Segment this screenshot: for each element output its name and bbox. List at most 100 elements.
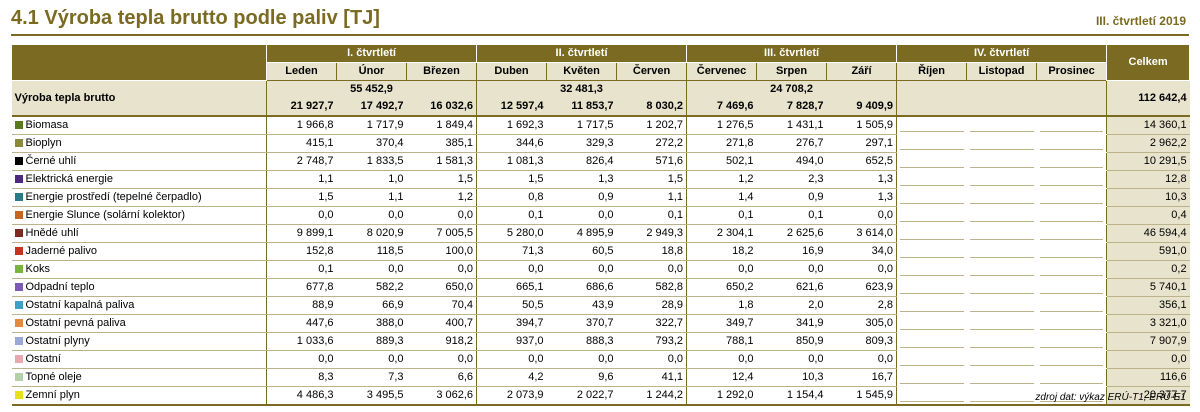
value-cell: 2,0 <box>756 296 827 315</box>
value-cell: 623,9 <box>826 278 898 297</box>
empty-q4-cell <box>896 350 967 369</box>
value-cell: 0,8 <box>476 188 547 207</box>
empty-cell-line <box>1039 401 1104 402</box>
quarter-total: 24 708,2 <box>686 80 898 98</box>
value-cell: 0,0 <box>476 350 547 369</box>
fuel-label-cell: Ostatní <box>11 350 267 369</box>
value-cell: 8,3 <box>266 368 337 387</box>
empty-q4-cell <box>966 170 1037 189</box>
value-cell: 1 966,8 <box>266 116 337 135</box>
month-header: Červen <box>616 62 688 81</box>
fuel-color-swatch <box>14 139 23 147</box>
empty-q4-cell <box>966 188 1037 207</box>
value-cell: 6,6 <box>406 368 478 387</box>
celkem-cell: 7 907,9 <box>1106 332 1190 351</box>
value-cell: 621,6 <box>756 278 827 297</box>
value-cell: 9 899,1 <box>266 224 337 243</box>
month-total: 21 927,7 <box>266 98 337 117</box>
empty-q4-cell <box>1036 152 1108 171</box>
value-cell: 70,4 <box>406 296 478 315</box>
value-cell: 2 304,1 <box>686 224 757 243</box>
table-row: Černé uhlí 2 748,7 1 833,5 1 581,3 1 081,3 82… <box>11 152 1190 171</box>
value-cell: 2,3 <box>756 170 827 189</box>
celkem-cell: 5 740,1 <box>1106 278 1190 297</box>
quarter-header-row: I. čtvrtletí II. čtvrtletí III. čtvrtlet… <box>11 44 1191 81</box>
month-header: Září <box>826 62 898 81</box>
value-cell: 0,0 <box>266 206 337 225</box>
value-cell: 118,5 <box>336 242 407 261</box>
quarter-total: 32 481,3 <box>476 80 688 98</box>
month-header: Únor <box>336 62 407 81</box>
value-cell: 0,0 <box>756 350 827 369</box>
table-row: Koks 0,1 0,0 0,0 0,0 0,0 0,0 0,0 0,0 0,0 0,2 <box>11 260 1190 279</box>
value-cell: 349,7 <box>686 314 757 333</box>
value-cell: 0,1 <box>266 260 337 279</box>
header-corner <box>11 44 267 81</box>
fuel-color-swatch <box>14 247 23 255</box>
fuel-color-swatch <box>14 319 23 327</box>
value-cell: 8 020,9 <box>336 224 407 243</box>
empty-q4-cell <box>966 260 1037 279</box>
total-quarter-row: Výroba tepla brutto 55 452,9 32 481,3 24… <box>11 80 1190 117</box>
value-cell: 322,7 <box>616 314 688 333</box>
empty-q4-cell <box>896 206 967 225</box>
empty-cell-line <box>900 203 964 204</box>
value-cell: 4 486,3 <box>266 386 337 406</box>
table-row: Elektrická energie 1,1 1,0 1,5 1,5 1,3 1,5 1,2 2… <box>11 170 1190 189</box>
value-cell: 1 154,4 <box>756 386 827 406</box>
celkem-cell: 0,4 <box>1106 206 1190 225</box>
celkem-cell: 20 377,7 <box>1106 386 1190 406</box>
empty-q4-cell <box>1036 206 1108 225</box>
total-row-label: Výroba tepla brutto <box>11 80 267 117</box>
value-cell: 1,1 <box>616 188 688 207</box>
empty-q4-cell <box>1036 116 1108 135</box>
table-row: Ostatní pevná paliva 447,6 388,0 400,7 394,7… <box>11 314 1190 333</box>
month-total: 11 853,7 <box>546 98 617 117</box>
value-cell: 272,2 <box>616 134 688 153</box>
value-cell: 0,0 <box>266 350 337 369</box>
empty-q4-cell <box>1036 224 1108 243</box>
month-total: 16 032,6 <box>406 98 478 117</box>
month-total: 9 409,9 <box>826 98 898 117</box>
fuel-label: Biomasa <box>25 119 69 131</box>
month-header: Duben <box>476 62 548 81</box>
value-cell: 34,0 <box>826 242 898 261</box>
fuel-label-cell: Hnědé uhlí <box>11 224 267 243</box>
value-cell: 1,5 <box>266 188 337 207</box>
empty-cell-line <box>969 131 1034 132</box>
fuel-color-swatch <box>14 229 23 237</box>
celkem-header: Celkem <box>1106 44 1191 81</box>
fuel-label: Koks <box>25 263 50 275</box>
celkem-cell: 2 962,2 <box>1106 134 1190 153</box>
celkem-cell: 10,3 <box>1106 188 1190 207</box>
page-title: 4.1 Výroba tepla brutto podle paliv [TJ] <box>11 7 380 29</box>
empty-cell-line <box>900 185 964 186</box>
value-cell: 0,0 <box>686 260 757 279</box>
empty-cell-line <box>1039 347 1104 348</box>
value-cell: 0,0 <box>336 350 407 369</box>
empty-cell-line <box>900 347 964 348</box>
value-cell: 3 062,6 <box>406 386 478 406</box>
empty-q4-cell <box>1036 332 1108 351</box>
empty-cell-line <box>1039 329 1104 330</box>
table-row: Ostatní kapalná paliva 88,9 66,9 70,4 50,5 43… <box>11 296 1190 315</box>
empty-q4-cell <box>966 152 1037 171</box>
table-row: Zemní plyn 4 486,3 3 495,5 3 062,6 2 073,9 2 … <box>11 386 1190 406</box>
empty-q4-cell <box>966 296 1037 315</box>
fuel-label-cell: Jaderné palivo <box>11 242 267 261</box>
empty-cell-line <box>969 401 1034 402</box>
value-cell: 1,1 <box>336 188 407 207</box>
empty-q4-cell <box>1036 134 1108 153</box>
value-cell: 385,1 <box>406 134 478 153</box>
value-cell: 50,5 <box>476 296 547 315</box>
empty-q4-cell <box>1036 314 1108 333</box>
fuel-color-swatch <box>14 337 23 345</box>
fuel-color-swatch <box>14 373 23 381</box>
table-row: Hnědé uhlí 9 899,1 8 020,9 7 005,5 5 280,0 4 … <box>11 224 1190 243</box>
total-month-row: 21 927,7 17 492,7 16 032,6 12 597,4 11 8… <box>12 98 1190 117</box>
quarter-header: IV. čtvrtletí <box>896 44 1108 63</box>
celkem-cell: 591,0 <box>1106 242 1190 261</box>
fuel-label: Topné oleje <box>25 371 82 383</box>
quarter-header: II. čtvrtletí <box>476 44 688 63</box>
empty-cell-line <box>969 221 1034 222</box>
